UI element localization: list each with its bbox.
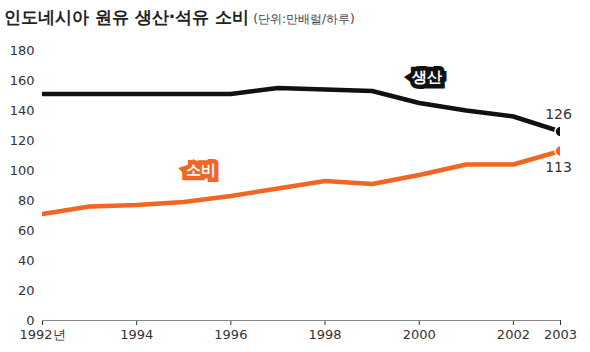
svg-text:1998: 1998: [308, 327, 341, 342]
svg-text:1992년: 1992년: [19, 327, 65, 342]
svg-text:160: 160: [10, 73, 35, 88]
svg-text:2003: 2003: [544, 327, 577, 342]
svg-text:소비: 소비: [186, 161, 216, 179]
svg-text:1996: 1996: [214, 327, 247, 342]
svg-text:2002: 2002: [497, 327, 530, 342]
svg-text:120: 120: [10, 133, 35, 148]
svg-text:100: 100: [10, 163, 35, 178]
svg-text:20: 20: [18, 283, 35, 298]
svg-text:0: 0: [26, 313, 34, 328]
html-text:인도네시아 원유 생산·석유 소비 (단위:만배럴/하루): 인도네시아 원유 생산·석유 소비 (단위:만배럴/하루): [4, 7, 355, 27]
svg-text:180: 180: [10, 43, 35, 58]
svg-text:2000: 2000: [403, 327, 436, 342]
svg-text:113: 113: [545, 159, 572, 175]
svg-text:126: 126: [545, 106, 572, 122]
svg-text:140: 140: [10, 103, 35, 118]
svg-text:1994: 1994: [120, 327, 153, 342]
svg-text:40: 40: [18, 253, 35, 268]
svg-text:80: 80: [18, 193, 35, 208]
svg-text:60: 60: [18, 223, 35, 238]
svg-text:생산: 생산: [411, 68, 442, 86]
